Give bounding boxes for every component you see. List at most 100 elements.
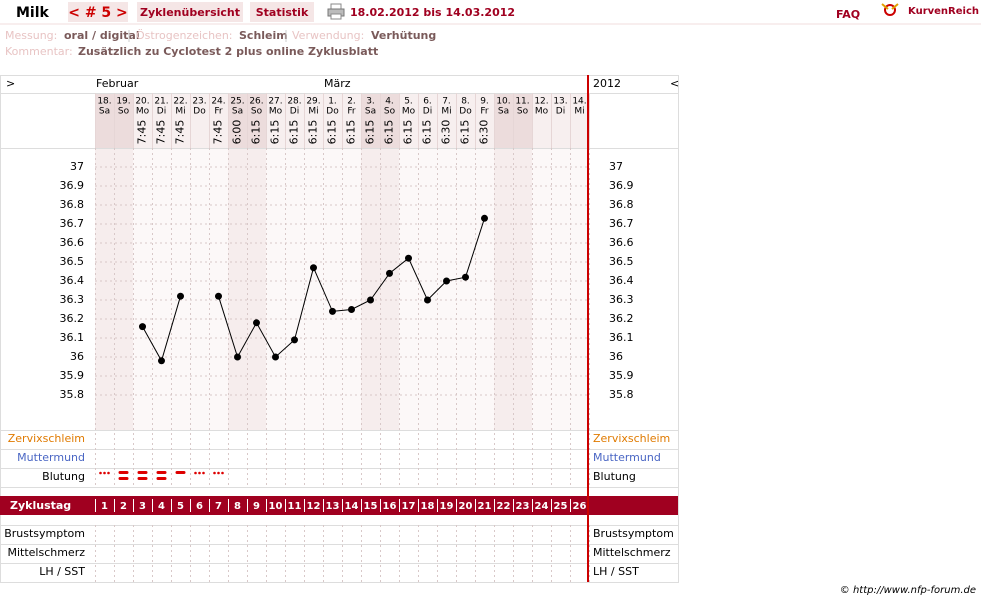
day-label: 28. bbox=[287, 97, 301, 107]
y-tick-label: 36.3 bbox=[60, 293, 85, 306]
bleeding-dot bbox=[103, 471, 106, 475]
day-label: 14. bbox=[572, 97, 586, 107]
tab[interactable] bbox=[250, 2, 314, 22]
bleeding-dot bbox=[217, 471, 220, 475]
day-label: 27. bbox=[268, 97, 282, 107]
weekend-column bbox=[114, 93, 133, 148]
bleeding-mark bbox=[137, 471, 148, 474]
y-tick-label: 36.6 bbox=[609, 236, 634, 249]
time-label: 6:15 bbox=[459, 120, 472, 145]
y-tick-label: 36.9 bbox=[609, 179, 634, 192]
y-tick-label: 35.8 bbox=[60, 388, 85, 401]
day-label: 4. bbox=[385, 97, 394, 107]
y-tick-label: 35.9 bbox=[60, 369, 85, 382]
cycle-day: 20 bbox=[459, 501, 473, 512]
weekend-column bbox=[228, 148, 247, 430]
temperature-point bbox=[291, 336, 298, 344]
bleeding-mark bbox=[175, 471, 186, 474]
row-label: Muttermund bbox=[17, 451, 85, 464]
cycle-nav[interactable]: < # 5 > bbox=[68, 5, 128, 21]
cycle-day: 2 bbox=[120, 501, 127, 512]
weekend-column bbox=[95, 148, 114, 430]
temperature-point bbox=[158, 357, 165, 365]
weekday-label: Do bbox=[459, 107, 472, 117]
y-tick-label: 35.9 bbox=[609, 369, 634, 382]
weekday-label: Di bbox=[157, 107, 166, 117]
cycle-day: 16 bbox=[383, 501, 397, 512]
info-label: Messung: bbox=[5, 29, 57, 42]
day-label: 7. bbox=[442, 97, 451, 107]
cycle-day: 3 bbox=[139, 501, 146, 512]
cycle-day: 8 bbox=[234, 501, 241, 512]
tab-label[interactable]: Statistik bbox=[256, 6, 309, 19]
date-range: 18.02.2012 bis 14.03.2012 bbox=[350, 6, 515, 19]
y-tick-label: 36.8 bbox=[609, 198, 634, 211]
info-value: Schleim bbox=[239, 29, 288, 42]
day-label: 10. bbox=[496, 97, 510, 107]
temperature-point bbox=[462, 273, 469, 281]
faq-link[interactable]: FAQ bbox=[836, 8, 860, 21]
info-value: Verhütung bbox=[371, 29, 436, 42]
temperature-point bbox=[424, 296, 431, 304]
weekday-label: Sa bbox=[232, 107, 243, 117]
weekend-column bbox=[380, 93, 399, 148]
cycle-day: 7 bbox=[215, 501, 222, 512]
y-tick-label: 36.4 bbox=[60, 274, 85, 287]
y-tick-label: 36.2 bbox=[60, 312, 85, 325]
printer-icon[interactable] bbox=[327, 3, 345, 20]
temperature-point bbox=[139, 323, 146, 331]
cycle-box[interactable] bbox=[68, 2, 128, 22]
y-tick-label: 36 bbox=[70, 350, 84, 363]
temperature-point bbox=[367, 296, 374, 304]
bleeding-dot bbox=[221, 471, 224, 475]
temperature-point bbox=[310, 264, 317, 272]
day-label: 22. bbox=[173, 97, 187, 107]
tab-label[interactable]: Zyklenübersicht bbox=[140, 6, 240, 19]
weekend-column bbox=[247, 148, 266, 430]
weekday-label: So bbox=[251, 107, 263, 117]
time-label: 6:00 bbox=[231, 120, 244, 145]
weekday-label: Fr bbox=[480, 107, 489, 117]
day-label: 6. bbox=[423, 97, 432, 107]
bleeding-dot bbox=[198, 471, 201, 475]
time-label: 6:15 bbox=[269, 120, 282, 145]
tab[interactable] bbox=[137, 2, 243, 22]
weekday-label: Mi bbox=[175, 107, 185, 117]
y-tick-label: 36.7 bbox=[609, 217, 634, 230]
weekend-column bbox=[247, 93, 266, 148]
row-label: Mittelschmerz bbox=[593, 546, 671, 559]
time-label: 6:15 bbox=[326, 120, 339, 145]
y-tick-label: 36.1 bbox=[609, 331, 634, 344]
info-label: Östrogenzeichen: bbox=[136, 29, 233, 42]
nav-left[interactable]: > bbox=[6, 77, 15, 90]
weekday-label: Di bbox=[290, 107, 299, 117]
row-label: Zervixschleim bbox=[8, 432, 85, 445]
temperature-point bbox=[253, 319, 260, 327]
day-label: 24. bbox=[211, 97, 225, 107]
logo-text[interactable]: KurvenReich bbox=[908, 6, 979, 17]
weekday-label: Sa bbox=[498, 107, 509, 117]
row-label: Brustsymptom bbox=[4, 527, 85, 540]
temperature-point bbox=[405, 254, 412, 262]
weekday-label: Sa bbox=[99, 107, 110, 117]
bleeding-mark bbox=[137, 477, 148, 480]
weekend-column bbox=[95, 93, 114, 148]
day-label: 25. bbox=[230, 97, 244, 107]
time-label: 7:45 bbox=[155, 120, 168, 145]
row-label: LH / SST bbox=[593, 565, 639, 578]
bleeding-dot bbox=[107, 471, 110, 475]
day-label: 21. bbox=[154, 97, 168, 107]
cycle-day: 15 bbox=[364, 501, 378, 512]
cycle-day: 18 bbox=[421, 501, 435, 512]
bleeding-dot bbox=[213, 471, 216, 475]
y-tick-label: 36 bbox=[609, 350, 623, 363]
time-label: 7:45 bbox=[136, 120, 149, 145]
time-label: 7:45 bbox=[174, 120, 187, 145]
year: 2012 bbox=[593, 77, 621, 90]
cycle-day: 10 bbox=[269, 501, 283, 512]
temperature-point bbox=[443, 277, 450, 285]
day-label: 13. bbox=[553, 97, 567, 107]
weekday-label: Fr bbox=[347, 107, 356, 117]
day-label: 19. bbox=[116, 97, 130, 107]
y-tick-label: 37 bbox=[609, 160, 623, 173]
